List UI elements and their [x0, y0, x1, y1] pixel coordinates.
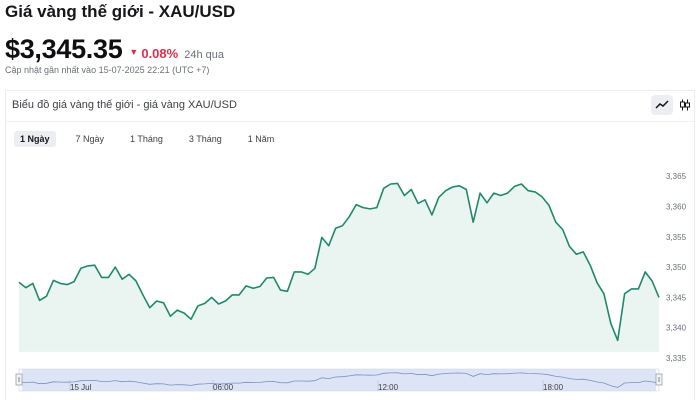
- time-navigator[interactable]: 15 Jul 06:00 12:00 18:00: [15, 368, 663, 392]
- price-area-fill: [19, 183, 659, 352]
- current-price: $3,345.35: [5, 34, 123, 64]
- y-tick-label: 3,345: [666, 293, 687, 302]
- navigator-label: 06:00: [213, 383, 234, 392]
- range-tab-7-days[interactable]: 7 Ngày: [75, 134, 105, 144]
- line-chart-icon: [655, 100, 669, 109]
- y-tick-label: 3,350: [666, 263, 687, 272]
- y-tick-label: 3,360: [666, 202, 687, 211]
- down-arrow-icon: ▼: [129, 47, 139, 57]
- price-row: $3,345.35 ▼ 0.08% 24h qua: [5, 34, 224, 65]
- line-chart-button[interactable]: [651, 95, 673, 115]
- range-tabs: 1 Ngày 7 Ngày 1 Tháng 3 Tháng 1 Năm: [14, 131, 280, 147]
- y-axis-ticks: 3,335 3,340 3,345 3,350 3,355 3,360 3,36…: [666, 172, 687, 363]
- change-period: 24h qua: [184, 49, 224, 61]
- y-tick-label: 3,335: [666, 354, 687, 363]
- range-tab-1-month[interactable]: 1 Tháng: [130, 134, 163, 144]
- candlestick-chart-button[interactable]: [674, 95, 696, 115]
- range-tab-3-months[interactable]: 3 Tháng: [188, 134, 222, 144]
- y-tick-label: 3,365: [666, 172, 687, 181]
- y-tick-label: 3,355: [666, 233, 687, 242]
- price-change: 0.08%: [141, 46, 179, 61]
- range-tab-1-year[interactable]: 1 Năm: [247, 134, 275, 144]
- price-line: [18, 182, 660, 342]
- navigator-left-handle[interactable]: [15, 373, 23, 386]
- page-title: Giá vàng thế giới - XAU/USD: [5, 2, 236, 21]
- navigator-right-handle[interactable]: [655, 373, 663, 386]
- navigator-label: 15 Jul: [70, 383, 92, 392]
- navigator-label: 18:00: [543, 383, 564, 392]
- panel-divider: [6, 121, 694, 122]
- navigator-line: [18, 372, 660, 388]
- y-tick-label: 3,340: [666, 324, 687, 333]
- chart-panel-title: Biểu đồ giá vàng thế giới - giá vàng XAU…: [12, 99, 237, 111]
- last-updated: Cập nhật gần nhất vào 15-07-2025 22:21 (…: [5, 65, 210, 75]
- candlestick-icon: [680, 99, 690, 111]
- range-tab-1-day[interactable]: 1 Ngày: [14, 131, 56, 147]
- navigator-selection[interactable]: [22, 369, 656, 391]
- navigator-label: 12:00: [378, 383, 399, 392]
